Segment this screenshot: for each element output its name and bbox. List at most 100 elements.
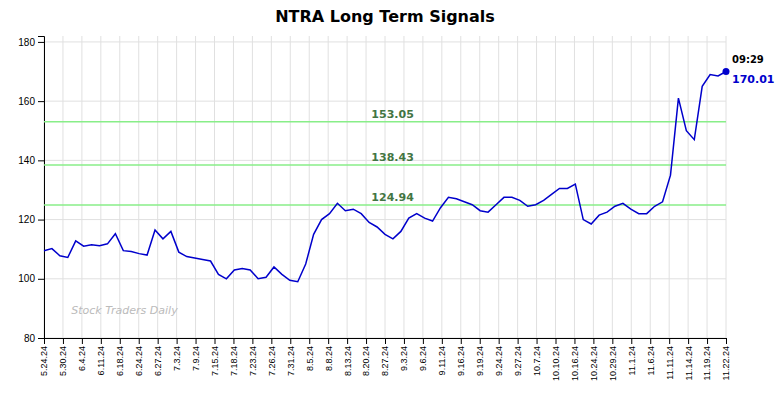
last-point: [723, 68, 730, 75]
grid-line: [555, 36, 556, 338]
grid-line: [688, 36, 689, 338]
tick: 140: [18, 155, 44, 166]
tick-mark: [726, 338, 727, 344]
tick: 11.14.24: [683, 338, 693, 380]
tick-mark: [233, 338, 234, 344]
tick-mark: [309, 338, 310, 344]
tick-label: 9.19.24: [475, 346, 485, 376]
tick-mark: [518, 338, 519, 344]
tick: 7.3.24: [172, 338, 182, 371]
tick: 11.22.24: [721, 338, 731, 380]
tick-label: 7.26.24: [267, 346, 277, 376]
tick: 5.24.24: [39, 338, 49, 376]
grid-line: [252, 36, 253, 338]
tick: 10.10.24: [551, 338, 561, 381]
grid: [44, 36, 726, 338]
tick: 11.19.24: [702, 338, 712, 380]
tick-label: 140: [18, 155, 35, 166]
grid-line: [119, 36, 120, 338]
tick: 9.19.24: [475, 338, 485, 376]
tick-label: 6.4.24: [77, 346, 87, 371]
tick-label: 6.24.24: [134, 346, 144, 376]
tick-mark: [347, 338, 348, 344]
grid-line: [328, 36, 329, 338]
tick-mark: [328, 338, 329, 344]
tick: 180: [18, 37, 44, 48]
tick-label: 11.1.24: [627, 346, 637, 375]
tick-label: 10.16.24: [570, 346, 580, 381]
tick-mark: [631, 338, 632, 344]
tick-mark: [82, 338, 83, 344]
plot: 801001201401601805.24.245.30.246.4.246.1…: [18, 36, 774, 381]
tick: 7.26.24: [267, 338, 277, 376]
tick-mark: [650, 338, 651, 344]
tick-mark: [101, 338, 102, 344]
grid-line: [612, 36, 613, 338]
tick: 6.24.24: [134, 338, 144, 376]
tick-mark: [556, 338, 557, 344]
price-line: [44, 72, 726, 282]
tick-mark: [38, 101, 44, 102]
tick: 9.11.24: [437, 338, 447, 375]
grid-line: [574, 36, 575, 338]
grid-line: [422, 36, 423, 338]
grid-line: [650, 36, 651, 338]
tick-mark: [38, 279, 44, 280]
reference-label: 153.05: [371, 108, 413, 121]
tick: 6.18.24: [115, 338, 125, 376]
grid-line: [157, 36, 158, 338]
tick-mark: [688, 338, 689, 344]
tick-mark: [196, 338, 197, 344]
tick-label: 10.24.24: [589, 346, 599, 381]
chart: 801001201401601805.24.245.30.246.4.246.1…: [0, 0, 784, 398]
tick: 8.13.24: [342, 338, 352, 376]
tick: 9.24.24: [494, 338, 504, 376]
grid-line: [195, 36, 196, 338]
tick-label: 10.29.24: [608, 346, 618, 381]
tick-mark: [158, 338, 159, 344]
tick: 7.9.24: [191, 338, 201, 371]
tick-label: 8.5.24: [305, 346, 315, 371]
watermark: Stock Traders Daily: [71, 304, 178, 317]
tick-label: 8.20.24: [361, 346, 371, 376]
tick-label: 11.11.24: [665, 346, 675, 380]
tick-mark: [366, 338, 367, 344]
tick-label: 9.11.24: [437, 346, 447, 375]
reference-line: [44, 164, 726, 166]
tick: 9.16.24: [456, 338, 466, 376]
tick-mark: [480, 338, 481, 344]
tick-label: 7.9.24: [191, 346, 201, 371]
tick-mark: [461, 338, 462, 344]
grid-line: [631, 36, 632, 338]
tick: 120: [18, 214, 44, 225]
tick-mark: [38, 160, 44, 161]
tick-mark: [252, 338, 253, 344]
tick: 160: [18, 96, 44, 107]
tick: 9.27.24: [513, 338, 523, 376]
tick-label: 160: [18, 96, 35, 107]
tick-label: 180: [18, 37, 35, 48]
reference-label: 124.94: [371, 191, 414, 204]
tick: 7.18.24: [229, 338, 239, 376]
grid-line: [707, 36, 708, 338]
tick-mark: [669, 338, 670, 344]
tick-label: 9.24.24: [494, 346, 504, 376]
tick-label: 9.16.24: [456, 346, 466, 376]
grid-line: [479, 36, 480, 338]
grid-line: [726, 36, 727, 338]
tick-label: 7.31.24: [286, 346, 296, 376]
grid-line: [366, 36, 367, 338]
tick: 9.6.24: [418, 338, 428, 371]
grid-line: [460, 36, 461, 338]
y-axis: 80100120140160180: [18, 37, 44, 344]
tick: 6.4.24: [77, 338, 87, 371]
tick-mark: [442, 338, 443, 344]
title: NTRA Long Term Signals: [275, 7, 495, 26]
tick-mark: [271, 338, 272, 344]
tick-label: 11.6.24: [646, 346, 656, 375]
tick-label: 9.6.24: [418, 346, 428, 371]
grid-line: [138, 36, 139, 338]
tick-mark: [707, 338, 708, 344]
tick: 8.27.24: [380, 338, 390, 376]
tick: 80: [24, 333, 44, 344]
